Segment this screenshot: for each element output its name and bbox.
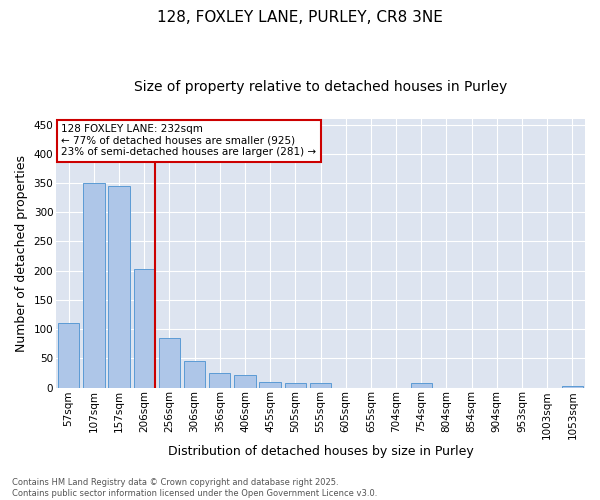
Bar (83, 183, 104, 388)
Bar (134, 269, 155, 388)
Text: 128, FOXLEY LANE, PURLEY, CR8 3NE: 128, FOXLEY LANE, PURLEY, CR8 3NE (157, 10, 443, 25)
Bar (184, 360, 205, 388)
Bar (284, 384, 306, 388)
Bar (159, 338, 180, 388)
Bar (310, 384, 331, 388)
Text: 128 FOXLEY LANE: 232sqm
← 77% of detached houses are smaller (925)
23% of semi-d: 128 FOXLEY LANE: 232sqm ← 77% of detache… (61, 124, 316, 158)
Bar (562, 386, 583, 388)
Bar (234, 374, 256, 388)
Y-axis label: Number of detached properties: Number of detached properties (15, 154, 28, 352)
Bar (410, 383, 432, 388)
Bar (209, 373, 230, 388)
X-axis label: Distribution of detached houses by size in Purley: Distribution of detached houses by size … (167, 444, 473, 458)
Bar (58, 324, 79, 388)
Text: Contains HM Land Registry data © Crown copyright and database right 2025.
Contai: Contains HM Land Registry data © Crown c… (12, 478, 377, 498)
Bar (109, 186, 130, 388)
Bar (259, 382, 281, 388)
Title: Size of property relative to detached houses in Purley: Size of property relative to detached ho… (134, 80, 507, 94)
